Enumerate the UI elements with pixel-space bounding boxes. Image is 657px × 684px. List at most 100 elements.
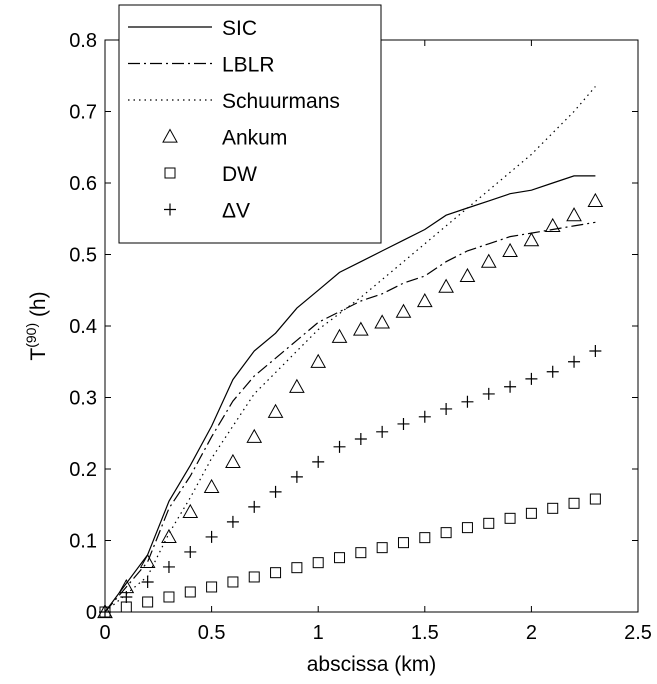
- data-point: [376, 542, 388, 554]
- data-point: [525, 507, 537, 519]
- y-tick-label: 0.8: [69, 30, 97, 52]
- data-point: [182, 503, 199, 518]
- data-point: [438, 278, 454, 293]
- data-point: [568, 497, 580, 509]
- legend: SIC LBLR Schuurmans Ankum DW ΔV: [118, 4, 382, 244]
- legend-entry-2: Schuurmans: [128, 90, 340, 113]
- legend-swatch: [162, 128, 178, 143]
- series-line: [104, 221, 596, 613]
- data-point: [483, 517, 495, 529]
- y-tick-label: 0.4: [69, 316, 97, 338]
- data-point: [566, 207, 582, 222]
- data-point: [205, 530, 218, 543]
- y-tick-label: 0.7: [69, 102, 97, 124]
- data-point: [397, 417, 410, 430]
- data-point: [206, 581, 218, 593]
- data-point: [568, 355, 581, 368]
- data-point: [355, 547, 367, 559]
- data-point: [227, 576, 239, 588]
- tick-layer: 0 0.5 1 1.5 2 2.5 0 0.1 0.2 0.3 0.4 0.5 0.6 0.7 0.8: [69, 30, 652, 644]
- data-point: [419, 532, 431, 544]
- data-point: [504, 380, 517, 393]
- legend-entry-1: LBLR: [128, 54, 275, 77]
- legend-label: Schuurmans: [222, 90, 340, 113]
- y-tick-label: 0.5: [69, 245, 97, 267]
- data-point: [291, 562, 303, 574]
- data-point: [461, 522, 473, 534]
- legend-label: Ankum: [222, 127, 287, 150]
- data-point: [589, 345, 602, 358]
- data-point: [248, 571, 260, 583]
- data-point: [523, 232, 540, 247]
- y-tick-label: 0.1: [69, 531, 97, 553]
- data-point: [269, 485, 282, 498]
- data-point: [374, 314, 391, 329]
- data-point: [525, 372, 538, 385]
- legend-entry-3: Ankum: [162, 127, 287, 150]
- data-point: [310, 353, 327, 368]
- data-point: [544, 217, 561, 232]
- y-tick-label: 0: [86, 602, 97, 624]
- x-tick-label: 2.5: [624, 622, 652, 644]
- data-point: [141, 575, 154, 588]
- legend-entry-5: ΔV: [164, 200, 250, 223]
- data-point: [226, 515, 239, 528]
- data-point: [333, 440, 346, 453]
- data-point: [587, 192, 604, 207]
- data-point: [184, 586, 196, 598]
- data-point: [547, 502, 559, 514]
- y-tick-label: 0.2: [69, 459, 97, 481]
- data-point: [267, 403, 284, 418]
- series-layer: [97, 86, 604, 619]
- data-point: [352, 321, 369, 336]
- y-axis-title-unit: (h): [27, 291, 50, 323]
- x-tick-label: 1: [313, 622, 324, 644]
- data-point: [142, 596, 154, 608]
- legend-label: DW: [222, 163, 257, 186]
- data-point: [161, 528, 177, 544]
- data-point: [418, 410, 431, 423]
- data-point: [502, 242, 518, 258]
- data-point: [120, 590, 133, 603]
- legend-label: ΔV: [222, 200, 250, 223]
- data-point: [312, 557, 324, 569]
- data-point: [163, 591, 175, 603]
- legend-swatch: [164, 203, 176, 216]
- x-tick-label: 0.5: [198, 622, 226, 644]
- data-point: [589, 493, 601, 505]
- data-point: [354, 432, 367, 445]
- data-point: [225, 453, 241, 468]
- y-axis-title-main: T: [27, 348, 50, 361]
- x-axis-title: abscissa (km): [307, 653, 437, 676]
- legend-swatch: [164, 167, 176, 179]
- data-point: [480, 253, 497, 268]
- x-tick-label: 2: [526, 622, 537, 644]
- series-5: [99, 345, 602, 618]
- series-line: [104, 175, 596, 613]
- data-point: [459, 267, 476, 283]
- data-point: [397, 537, 409, 549]
- data-point: [546, 365, 559, 378]
- data-point: [334, 552, 346, 564]
- y-axis-title-superscript: (90): [23, 323, 39, 348]
- data-point: [312, 455, 325, 468]
- data-point: [162, 560, 175, 573]
- data-point: [482, 387, 495, 400]
- series-1: [104, 221, 596, 613]
- y-tick-label: 0.6: [69, 173, 97, 195]
- data-point: [203, 478, 220, 493]
- legend-entry-0: SIC: [128, 17, 257, 40]
- data-point: [290, 470, 303, 483]
- data-point: [416, 292, 433, 308]
- legend-box: [118, 4, 382, 244]
- data-point: [246, 428, 263, 443]
- data-point: [289, 378, 305, 393]
- data-point: [184, 545, 197, 558]
- y-tick-label: 0.3: [69, 388, 97, 410]
- data-point: [461, 395, 474, 408]
- data-point: [440, 527, 452, 539]
- x-tick-label: 0: [99, 622, 110, 644]
- x-tick-label: 1.5: [411, 622, 439, 644]
- data-point: [248, 500, 261, 513]
